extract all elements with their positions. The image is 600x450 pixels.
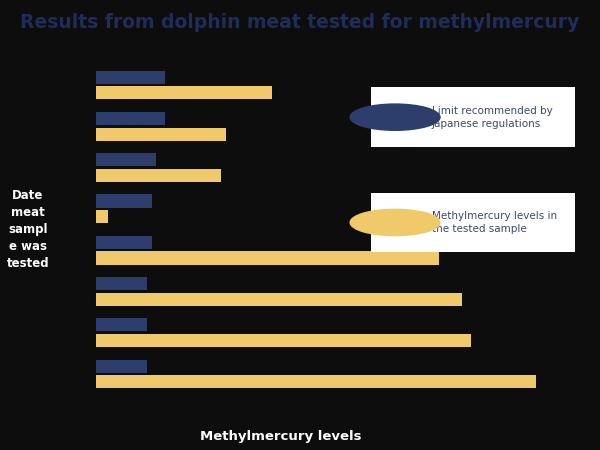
Bar	[96, 334, 471, 347]
Bar	[96, 86, 272, 99]
Bar	[96, 236, 152, 249]
Bar	[96, 71, 166, 84]
Bar	[96, 277, 147, 290]
Bar	[96, 210, 107, 223]
Text: Results from dolphin meat tested for methylmercury: Results from dolphin meat tested for met…	[20, 14, 580, 32]
Bar	[96, 360, 147, 373]
Bar	[96, 194, 152, 207]
Bar	[96, 153, 156, 166]
Bar	[96, 112, 166, 125]
Bar	[96, 252, 439, 265]
Bar	[96, 375, 536, 388]
Bar	[96, 127, 226, 141]
Bar	[96, 292, 461, 306]
Bar	[96, 169, 221, 182]
Text: Methylmercury levels: Methylmercury levels	[200, 430, 361, 442]
Text: Date
meat
sampl
e was
tested: Date meat sampl e was tested	[7, 189, 49, 270]
Bar	[96, 318, 147, 332]
